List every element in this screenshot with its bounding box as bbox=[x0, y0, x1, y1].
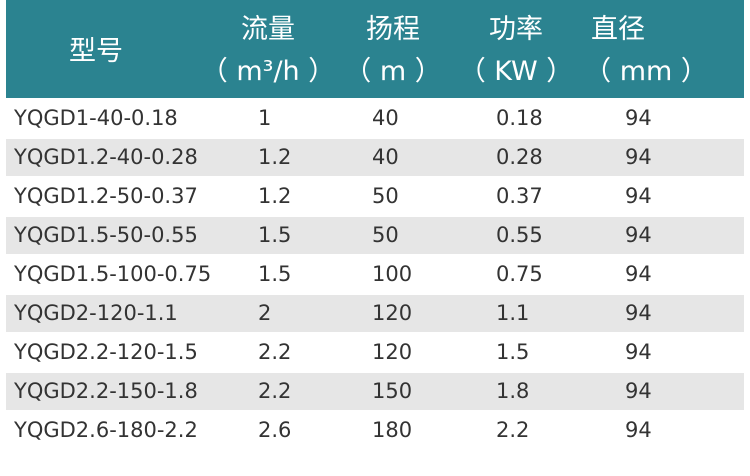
header-cell: 功率 bbox=[489, 14, 543, 45]
table-cell: YQGD2.2-150-1.8 bbox=[14, 379, 198, 403]
table-cell: 94 bbox=[625, 145, 652, 169]
table-cell: 1.2 bbox=[258, 145, 292, 169]
table-cell: 1.5 bbox=[258, 262, 292, 286]
table-cell: YQGD1.5-50-0.55 bbox=[14, 223, 198, 247]
table-cell: 0.75 bbox=[496, 262, 543, 286]
table-cell: 1.5 bbox=[496, 340, 530, 364]
table-cell: 50 bbox=[372, 223, 399, 247]
table-row: YQGD2-120-1.1 2 120 1.1 94 bbox=[6, 295, 744, 332]
table-cell: 0.37 bbox=[496, 184, 543, 208]
table-row: YQGD2.6-180-2.2 2.6 180 2.2 94 bbox=[6, 412, 744, 449]
table-cell: 94 bbox=[625, 106, 652, 130]
table-cell: 100 bbox=[372, 262, 413, 286]
table-cell: 120 bbox=[372, 301, 413, 325]
header-unit: （ m ） bbox=[344, 56, 442, 87]
table-cell: 94 bbox=[625, 262, 652, 286]
table-cell: 1 bbox=[258, 106, 272, 130]
header-cell: 直径 bbox=[591, 14, 645, 45]
table-cell: 50 bbox=[372, 184, 399, 208]
header-unit: （ KW ） bbox=[458, 56, 574, 87]
table-cell: 1.8 bbox=[496, 379, 530, 403]
table-cell: YQGD1.5-100-0.75 bbox=[14, 262, 212, 286]
table-cell: 2 bbox=[258, 301, 272, 325]
table-cell: 94 bbox=[625, 379, 652, 403]
header-unit: （ mm ） bbox=[584, 56, 708, 87]
table-cell: 40 bbox=[372, 145, 399, 169]
table-cell: 0.55 bbox=[496, 223, 543, 247]
table-cell: 120 bbox=[372, 340, 413, 364]
table-cell: 2.2 bbox=[258, 379, 292, 403]
table-cell: 94 bbox=[625, 223, 652, 247]
table-cell: 40 bbox=[372, 106, 399, 130]
table-row: YQGD1.5-50-0.55 1.5 50 0.55 94 bbox=[6, 217, 744, 254]
table-header: 型号 流量 （ m³/h ） 扬程 （ m ） 功率 （ KW ） 直径 （ m… bbox=[6, 0, 744, 98]
table-row: YQGD1-40-0.18 1 40 0.18 94 bbox=[6, 100, 744, 137]
table-cell: YQGD2.2-120-1.5 bbox=[14, 340, 198, 364]
table-row: YQGD2.2-150-1.8 2.2 150 1.8 94 bbox=[6, 373, 744, 410]
table-cell: 2.2 bbox=[496, 418, 530, 442]
table-row: YQGD2.2-120-1.5 2.2 120 1.5 94 bbox=[6, 334, 744, 371]
table-cell: 94 bbox=[625, 184, 652, 208]
table-cell: YQGD2-120-1.1 bbox=[14, 301, 178, 325]
table-cell: 94 bbox=[625, 340, 652, 364]
header-cell: 流量 bbox=[241, 14, 295, 45]
table-cell: YQGD2.6-180-2.2 bbox=[14, 418, 198, 442]
table-cell: 2.2 bbox=[258, 340, 292, 364]
table-cell: 180 bbox=[372, 418, 413, 442]
table-cell: YQGD1.2-50-0.37 bbox=[14, 184, 198, 208]
table-cell: 2.6 bbox=[258, 418, 292, 442]
table-cell: 94 bbox=[625, 418, 652, 442]
table-cell: 150 bbox=[372, 379, 413, 403]
table-cell: 0.18 bbox=[496, 106, 543, 130]
table-row: YQGD1.2-40-0.28 1.2 40 0.28 94 bbox=[6, 139, 744, 176]
header-cell: 型号 bbox=[69, 36, 123, 67]
table-row: YQGD1.2-50-0.37 1.2 50 0.37 94 bbox=[6, 178, 744, 215]
table-cell: 1.5 bbox=[258, 223, 292, 247]
table-cell: YQGD1.2-40-0.28 bbox=[14, 145, 198, 169]
table-cell: 0.28 bbox=[496, 145, 543, 169]
table-cell: 1.1 bbox=[496, 301, 530, 325]
header-unit: （ m³/h ） bbox=[200, 56, 336, 87]
table-cell: 94 bbox=[625, 301, 652, 325]
table-cell: YQGD1-40-0.18 bbox=[14, 106, 178, 130]
table-row: YQGD1.5-100-0.75 1.5 100 0.75 94 bbox=[6, 256, 744, 293]
header-cell: 扬程 bbox=[366, 14, 420, 45]
table-cell: 1.2 bbox=[258, 184, 292, 208]
